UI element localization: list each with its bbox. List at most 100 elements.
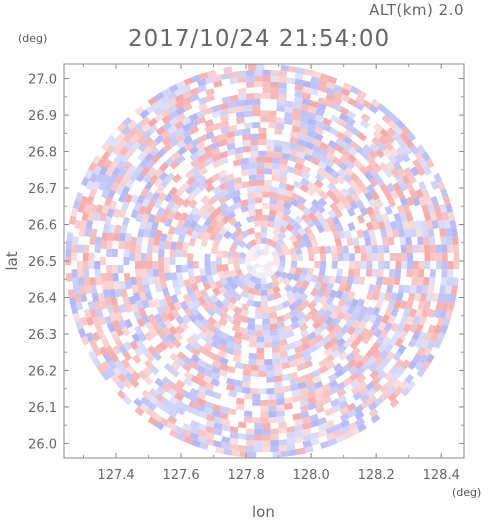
radar-cell — [159, 161, 169, 172]
radar-cell — [192, 261, 200, 269]
radar-cell — [286, 443, 296, 451]
radar-cell — [394, 153, 404, 164]
radar-cell — [189, 387, 200, 397]
radar-cell — [79, 219, 88, 229]
radar-cell — [347, 290, 356, 301]
radar-cell — [425, 353, 435, 364]
radar-cell — [419, 292, 428, 302]
radar-cell — [221, 264, 229, 272]
radar-cell — [254, 237, 262, 245]
radar-cell — [264, 335, 273, 343]
radar-cell — [329, 127, 339, 137]
radar-cell — [225, 383, 236, 392]
radar-cell — [278, 338, 288, 347]
radar-cell — [346, 186, 357, 197]
radar-cell — [256, 168, 265, 175]
radar-cell — [378, 161, 389, 172]
radar-cell — [291, 113, 302, 121]
radar-cell — [316, 224, 326, 234]
radar-cell — [262, 428, 271, 435]
radar-cell — [254, 423, 263, 430]
radar-cell — [233, 337, 243, 346]
radar-cell — [314, 114, 325, 123]
radar-cell — [168, 131, 179, 141]
radar-cell — [381, 336, 392, 347]
radar-cell — [422, 165, 432, 176]
radar-cell — [276, 275, 285, 285]
radar-cell — [289, 130, 299, 139]
radar-cell — [354, 360, 365, 370]
radar-cell — [164, 217, 173, 228]
radar-cell — [307, 300, 317, 311]
radar-cell — [273, 151, 283, 159]
radar-cell — [336, 388, 347, 398]
radar-cell — [179, 321, 190, 332]
radar-cell — [368, 177, 379, 188]
radar-cell — [283, 195, 293, 204]
radar-cell — [159, 417, 170, 427]
radar-cell — [80, 335, 90, 346]
radar-cell — [395, 119, 406, 130]
radar-cell — [361, 150, 372, 161]
radar-cell — [158, 256, 164, 266]
radar-cell — [145, 352, 156, 363]
radar-cell — [181, 264, 188, 273]
radar-cell — [371, 221, 380, 231]
radar-cell — [445, 308, 454, 319]
radar-cell — [401, 220, 410, 230]
radar-cell — [71, 252, 78, 261]
radar-cell — [124, 232, 132, 242]
radar-cell — [169, 249, 177, 258]
radar-cell — [218, 331, 229, 340]
radar-cell — [147, 299, 156, 309]
radar-cell — [403, 167, 413, 177]
radar-cell — [262, 185, 271, 192]
radar-cell — [262, 434, 271, 441]
radar-cell — [272, 451, 282, 458]
radar-cell — [189, 87, 200, 96]
radar-cell — [95, 276, 102, 286]
radar-cell — [122, 351, 133, 362]
radar-cell — [188, 237, 197, 247]
radar-cell — [134, 406, 145, 417]
radar-cell — [248, 162, 257, 170]
radar-cell — [173, 301, 183, 311]
radar-cell — [248, 358, 257, 366]
radar-cell — [164, 241, 172, 250]
radar-cell — [235, 111, 245, 119]
radar-cell — [348, 147, 359, 157]
radar-cell — [383, 190, 393, 201]
radar-cell — [383, 292, 392, 302]
radar-cell — [365, 381, 376, 391]
radar-cell — [139, 109, 150, 119]
radar-cell — [314, 393, 325, 402]
radar-cell — [107, 174, 117, 185]
radar-cell — [291, 125, 301, 133]
radar-cell — [161, 287, 170, 297]
radar-cell — [121, 200, 130, 211]
radar-cell — [139, 291, 147, 302]
radar-cell — [210, 246, 218, 255]
radar-cell — [68, 215, 77, 225]
radar-cell — [247, 317, 256, 325]
radar-cell — [141, 299, 150, 309]
radar-cell — [155, 126, 166, 136]
radar-cell — [306, 267, 314, 276]
radar-cell — [268, 399, 277, 406]
radar-cell — [429, 268, 437, 278]
radar-cell — [104, 315, 113, 326]
radar-cell — [314, 386, 324, 396]
radar-cell — [251, 251, 259, 259]
radar-cell — [179, 211, 189, 222]
radar-cell — [235, 397, 245, 405]
radar-cell — [392, 132, 403, 143]
radar-cell — [210, 261, 217, 269]
radar-cell — [135, 276, 143, 286]
radar-cell — [427, 324, 436, 334]
radar-cell — [174, 100, 185, 110]
radar-cell — [160, 382, 171, 393]
radar-cell — [445, 203, 454, 214]
radar-cell — [450, 285, 458, 295]
radar-cell — [348, 332, 358, 343]
radar-cell — [370, 98, 381, 108]
